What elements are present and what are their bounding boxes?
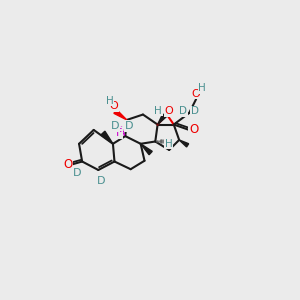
Text: H: H bbox=[106, 96, 114, 106]
Text: D: D bbox=[125, 121, 134, 131]
Text: O: O bbox=[165, 106, 173, 116]
Text: D: D bbox=[73, 168, 81, 178]
Text: O: O bbox=[189, 123, 198, 136]
Text: O: O bbox=[109, 101, 118, 111]
Polygon shape bbox=[179, 140, 189, 147]
Polygon shape bbox=[158, 114, 166, 124]
Polygon shape bbox=[101, 131, 113, 144]
Text: D: D bbox=[179, 106, 187, 116]
Text: F: F bbox=[116, 128, 122, 138]
Text: H: H bbox=[164, 139, 172, 149]
Text: D: D bbox=[97, 176, 106, 186]
Polygon shape bbox=[114, 110, 127, 120]
Text: H: H bbox=[198, 83, 206, 93]
Text: O: O bbox=[63, 158, 72, 171]
Polygon shape bbox=[141, 144, 152, 155]
Text: D: D bbox=[190, 106, 199, 116]
Text: H: H bbox=[154, 106, 162, 116]
Text: O: O bbox=[192, 89, 200, 99]
Text: D: D bbox=[111, 121, 119, 131]
